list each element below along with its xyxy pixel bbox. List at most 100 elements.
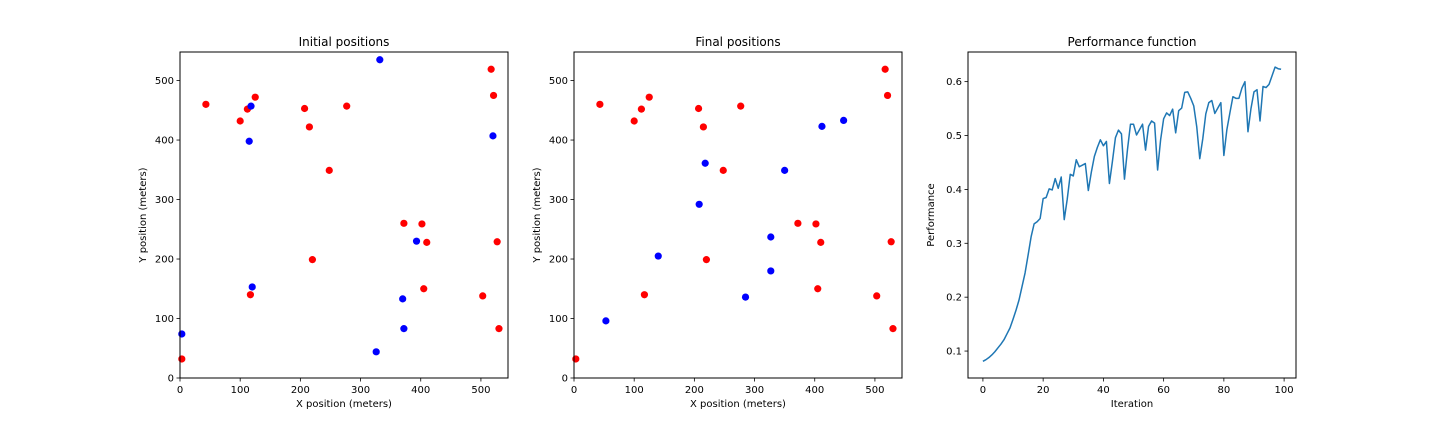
x-tick-label: 40	[1097, 385, 1110, 396]
y-tick-label: 300	[549, 195, 568, 206]
chart-panel-1: 0 100 200 300 400 500 0 100 200 300 400 500 Initial …	[138, 35, 509, 410]
scatter-point-s0-p4	[251, 93, 259, 101]
scatter-point-s1-p1	[654, 252, 662, 260]
scatter-point-s0-p1	[202, 100, 210, 108]
chart-panel-3: 0 20 40 60 80 100 0.1 0.2 0.3 0.4 0.5 0.6 Performanc…	[926, 35, 1297, 410]
y-axis-label: Y position (meters)	[532, 167, 543, 263]
scatter-point-s1-p5	[489, 132, 497, 140]
scatter-point-s1-p6	[767, 267, 775, 275]
scatter-point-s0-p18	[493, 238, 501, 246]
y-tick-label: 0.1	[946, 347, 962, 358]
scatter-point-s0-p16	[487, 65, 495, 73]
x-axis-label: Iteration	[1111, 399, 1153, 410]
scatter-point-s0-p11	[794, 219, 802, 227]
x-tick-label: 100	[231, 385, 250, 396]
scatter-point-s1-p5	[767, 233, 775, 241]
x-tick-label: 500	[865, 385, 884, 396]
chart-title: Initial positions	[299, 35, 390, 49]
scatter-point-s0-p12	[418, 220, 426, 228]
x-tick-label: 0	[571, 385, 577, 396]
scatter-point-s0-p10	[246, 291, 255, 299]
scatter-point-s0-p6	[305, 123, 313, 131]
x-axis-label: X position (meters)	[296, 399, 392, 410]
scatter-point-s0-p5	[694, 104, 703, 113]
chart-panel-2: 0 100 200 300 400 500 0 100 200 300 400 500 Final po…	[532, 35, 903, 410]
scatter-point-s1-p8	[400, 325, 408, 333]
scatter-point-s0-p4	[645, 93, 653, 101]
chart-title: Final positions	[695, 35, 780, 49]
scatter-point-s0-p12	[812, 220, 820, 228]
y-tick-label: 0.2	[946, 293, 962, 304]
scatter-point-s1-p8	[818, 122, 826, 130]
x-tick-label: 300	[745, 385, 764, 396]
x-tick-label: 300	[351, 385, 370, 396]
x-tick-label: 500	[471, 385, 490, 396]
scatter-point-s0-p8	[343, 102, 351, 110]
scatter-point-s0-p13	[817, 238, 825, 246]
scatter-point-s0-p5	[300, 104, 309, 113]
scatter-point-s0-p7	[719, 166, 727, 174]
scatter-point-s0-p13	[423, 238, 431, 246]
y-tick-label: 0.3	[946, 239, 962, 250]
scatter-point-s0-p19	[495, 325, 503, 333]
scatter-point-s0-p16	[881, 65, 889, 73]
scatter-point-s1-p0	[602, 317, 610, 325]
x-tick-label: 0	[177, 385, 183, 396]
scatter-point-s1-p7	[399, 295, 407, 303]
y-tick-label: 400	[549, 136, 568, 147]
series-line-0	[982, 66, 1282, 362]
y-tick-label: 0.6	[946, 77, 962, 88]
scatter-point-s0-p9	[702, 256, 711, 264]
y-tick-label: 0	[168, 374, 174, 385]
scatter-point-s0-p0	[178, 355, 186, 363]
scatter-point-s0-p15	[479, 292, 487, 300]
scatter-point-s1-p1	[247, 102, 255, 110]
y-tick-label: 100	[155, 314, 174, 325]
x-tick-label: 20	[1037, 385, 1050, 396]
y-tick-label: 0.4	[946, 185, 962, 196]
x-tick-label: 100	[625, 385, 644, 396]
x-tick-label: 200	[291, 385, 310, 396]
scatter-point-s0-p18	[887, 238, 895, 246]
scatter-point-s1-p7	[781, 166, 789, 174]
x-axis-label: X position (meters)	[690, 399, 786, 410]
scatter-point-s0-p14	[420, 285, 428, 293]
scatter-point-s0-p3	[637, 105, 646, 113]
scatter-point-s0-p17	[489, 91, 498, 100]
scatter-point-s1-p9	[840, 116, 848, 125]
y-tick-label: 100	[549, 314, 568, 325]
x-tick-label: 80	[1217, 385, 1230, 396]
y-tick-label: 500	[155, 76, 174, 87]
y-axis-label: Y position (meters)	[138, 167, 149, 263]
scatter-point-s0-p10	[640, 291, 649, 299]
scatter-point-s1-p3	[248, 283, 256, 291]
scatter-point-s0-p8	[737, 102, 745, 110]
scatter-point-s0-p15	[873, 292, 881, 300]
x-tick-label: 100	[1275, 385, 1294, 396]
scatter-point-s1-p2	[245, 137, 253, 145]
x-tick-label: 0	[980, 385, 986, 396]
scatter-point-s1-p4	[376, 56, 384, 64]
x-tick-label: 200	[685, 385, 704, 396]
scatter-point-s1-p2	[695, 200, 703, 208]
x-tick-label: 400	[805, 385, 824, 396]
x-tick-label: 400	[411, 385, 430, 396]
y-axis-label: Performance	[926, 183, 937, 246]
y-tick-label: 500	[549, 76, 568, 87]
chart-title: Performance function	[1068, 35, 1197, 49]
y-tick-label: 400	[155, 136, 174, 147]
scatter-point-s0-p2	[236, 117, 244, 125]
scatter-point-s0-p2	[630, 117, 638, 125]
scatter-point-s0-p6	[699, 123, 707, 131]
scatter-point-s0-p0	[572, 355, 580, 363]
scatter-point-s0-p14	[814, 285, 822, 293]
scatter-point-s1-p4	[741, 293, 750, 301]
scatter-point-s0-p17	[883, 91, 892, 100]
axes-frame	[967, 51, 1297, 379]
scatter-point-s0-p19	[889, 325, 897, 333]
y-tick-label: 0.5	[946, 131, 962, 142]
axes-frame	[573, 51, 903, 379]
scatter-point-s1-p0	[178, 330, 186, 338]
